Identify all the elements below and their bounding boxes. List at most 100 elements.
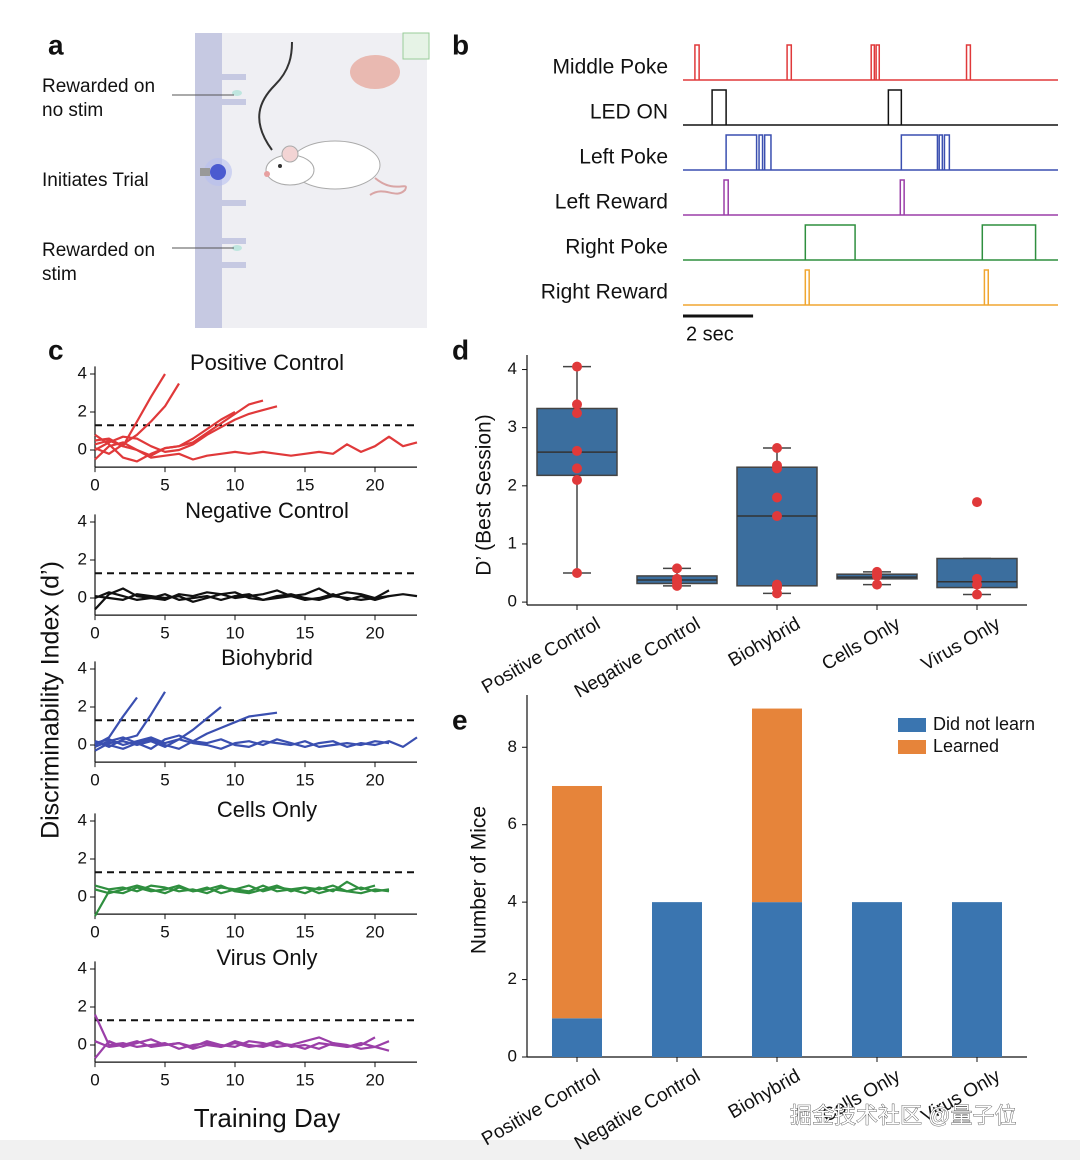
box: [736, 466, 818, 587]
point: [972, 579, 982, 590]
y-tick-label: 0: [508, 1046, 517, 1065]
signal-label: Right Poke: [565, 236, 668, 259]
y-tick-label: 3: [508, 417, 517, 436]
x-tick-label: 10: [226, 624, 245, 643]
pulse: [875, 44, 881, 80]
pulse: [725, 134, 758, 170]
point: [572, 475, 582, 485]
x-tick-label: 15: [296, 624, 315, 643]
y-tick-label: 8: [508, 737, 517, 756]
setup-illustration: [172, 32, 430, 328]
x-tick-label: 10: [226, 771, 245, 790]
label: Initiates Trial: [42, 170, 149, 191]
signal-label: Middle Poke: [552, 56, 668, 79]
tail: [369, 177, 407, 196]
y-tick-label: 0: [78, 886, 87, 905]
y-axis-label: Number of Mice: [468, 806, 491, 954]
x-axis-label: Training Day: [194, 1103, 340, 1133]
pulse: [694, 44, 700, 80]
signal-label: LED ON: [590, 101, 668, 124]
line: [94, 738, 390, 750]
point: [772, 511, 782, 522]
y-axis-label: D’ (Best Session): [473, 414, 496, 575]
led: [210, 164, 226, 180]
point: [572, 568, 582, 579]
line: [94, 382, 180, 455]
signal-label: Left Reward: [555, 191, 668, 214]
pulse: [758, 134, 764, 170]
port: [222, 200, 246, 206]
signal-label: Left Poke: [579, 146, 668, 169]
bar: [752, 708, 802, 903]
point: [972, 589, 982, 600]
brain-icon: [350, 55, 400, 89]
port: [222, 262, 246, 268]
pulse: [887, 89, 903, 125]
x-tick-label: Biohybrid: [725, 613, 804, 671]
x-tick-label: 10: [226, 476, 245, 495]
y-tick-label: 2: [78, 696, 87, 715]
bottom-strip: [0, 1140, 1080, 1160]
line: [94, 691, 166, 748]
y-tick-label: 4: [508, 359, 517, 378]
water-drop: [232, 90, 242, 96]
x-tick-label: 20: [366, 923, 385, 942]
line: [94, 1040, 390, 1052]
pulse: [763, 134, 772, 170]
point: [772, 588, 782, 599]
y-tick-label: 0: [78, 587, 87, 606]
subplot-title: Virus Only: [216, 945, 317, 970]
y-axis-label: Discriminability Index (d’): [37, 561, 65, 839]
y-tick-label: 0: [78, 734, 87, 753]
x-tick-label: 15: [296, 923, 315, 942]
pulse: [723, 179, 729, 215]
point: [672, 563, 682, 574]
x-tick-label: 0: [90, 476, 99, 495]
panel-label: c: [48, 334, 64, 365]
bar: [752, 902, 802, 1057]
y-tick-label: 2: [78, 401, 87, 420]
y-tick-label: 0: [78, 439, 87, 458]
y-tick-label: 2: [78, 848, 87, 867]
subplot-title: Negative Control: [185, 498, 349, 523]
x-tick-label: 15: [296, 1071, 315, 1090]
led-base: [200, 168, 210, 176]
pulse: [899, 179, 905, 215]
point: [672, 580, 682, 591]
x-tick-label: 5: [160, 476, 169, 495]
subplot-title: Biohybrid: [221, 645, 313, 670]
point: [872, 570, 882, 581]
mouse-nose: [264, 171, 270, 177]
watermark: 掘金技术社区 @量子位: [790, 1103, 1016, 1128]
pulse: [981, 224, 1037, 260]
line: [94, 435, 418, 461]
line: [94, 591, 390, 601]
y-tick-label: 2: [78, 549, 87, 568]
point: [572, 399, 582, 410]
point: [772, 492, 782, 503]
point: [572, 361, 582, 372]
x-tick-label: 20: [366, 1071, 385, 1090]
legend-label: Learned: [933, 736, 999, 756]
x-tick-label: 20: [366, 771, 385, 790]
pulse: [786, 44, 793, 80]
line: [94, 884, 390, 895]
mouse-ear: [281, 145, 299, 163]
y-tick-label: 0: [78, 1034, 87, 1053]
x-tick-label: 15: [296, 771, 315, 790]
pulse: [938, 134, 944, 170]
point: [872, 579, 882, 590]
y-tick-label: 4: [78, 810, 87, 829]
point: [772, 463, 782, 474]
x-tick-label: 10: [226, 1071, 245, 1090]
line: [94, 405, 278, 453]
pulse: [983, 269, 990, 305]
label: Rewarded on: [42, 76, 155, 97]
label: Rewarded on: [42, 240, 155, 261]
x-tick-label: 5: [160, 923, 169, 942]
legend-label: Did not learn: [933, 714, 1035, 734]
y-tick-label: 2: [78, 996, 87, 1015]
point: [572, 445, 582, 456]
mouse-eye: [278, 164, 282, 168]
